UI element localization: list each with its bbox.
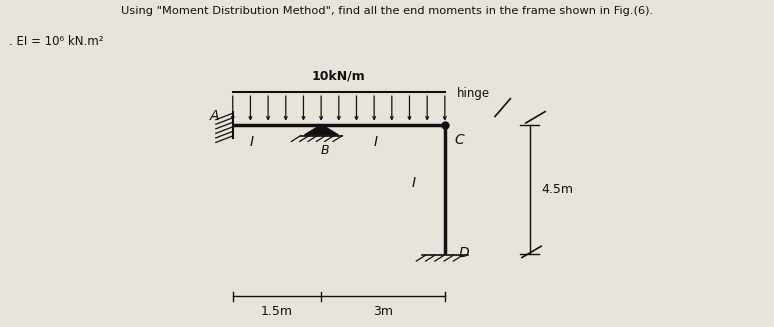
Text: A: A [210, 109, 219, 123]
Text: B: B [321, 144, 330, 157]
Text: hinge: hinge [457, 87, 489, 100]
Text: I: I [250, 135, 254, 149]
Text: I: I [412, 176, 416, 190]
Text: Using "Moment Distribution Method", find all the end moments in the frame shown : Using "Moment Distribution Method", find… [121, 6, 653, 16]
Text: 3m: 3m [373, 304, 393, 318]
Text: 10kN/m: 10kN/m [312, 69, 365, 82]
Text: I: I [373, 135, 378, 149]
Text: 4.5m: 4.5m [541, 183, 574, 196]
Polygon shape [304, 125, 338, 135]
Text: C: C [454, 133, 464, 147]
Text: 1.5m: 1.5m [261, 304, 293, 318]
Text: . EI = 10⁶ kN.m²: . EI = 10⁶ kN.m² [9, 35, 104, 48]
Text: D: D [459, 246, 469, 260]
